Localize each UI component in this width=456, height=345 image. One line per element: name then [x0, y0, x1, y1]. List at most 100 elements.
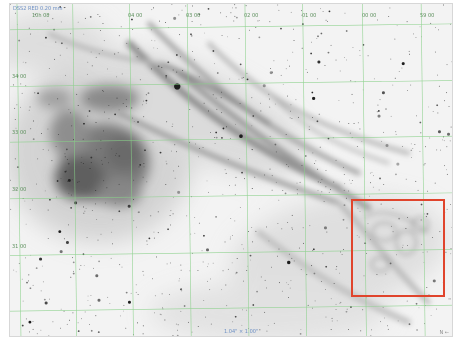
star	[28, 27, 30, 29]
star	[97, 239, 99, 241]
star	[95, 203, 96, 205]
star	[359, 55, 361, 57]
star	[370, 172, 371, 174]
star	[371, 329, 373, 331]
star	[251, 148, 253, 150]
star	[236, 258, 238, 259]
region-highlight-box[interactable]	[351, 199, 445, 297]
star	[267, 325, 269, 326]
star	[338, 272, 340, 274]
star	[308, 126, 310, 128]
star	[138, 166, 140, 168]
star	[384, 317, 385, 319]
star	[286, 59, 288, 61]
star	[264, 311, 266, 313]
star	[229, 78, 231, 80]
star	[260, 110, 262, 112]
star	[357, 207, 359, 209]
star	[207, 266, 209, 268]
star	[34, 92, 36, 94]
star	[137, 121, 139, 123]
star	[153, 7, 154, 9]
star	[32, 284, 34, 286]
star	[77, 105, 79, 107]
star	[95, 122, 97, 124]
star	[288, 65, 290, 67]
star	[358, 236, 360, 238]
star	[87, 295, 89, 297]
star	[316, 37, 318, 39]
star	[385, 109, 387, 110]
star	[449, 204, 451, 205]
star	[77, 181, 79, 183]
star	[258, 36, 261, 39]
star	[270, 68, 272, 69]
star	[108, 118, 110, 120]
star	[251, 227, 253, 229]
star	[181, 290, 183, 292]
star	[381, 140, 383, 142]
star	[115, 152, 117, 154]
star	[234, 220, 236, 222]
star	[176, 71, 178, 73]
star	[101, 50, 103, 51]
star	[309, 225, 311, 227]
sky-chart-viewport[interactable]: DSS2 RED 0.20 mm 10h 08 04 00 03 00 02 0…	[9, 3, 453, 337]
star	[180, 310, 182, 312]
star	[136, 56, 138, 58]
star	[291, 118, 293, 120]
star	[225, 172, 227, 174]
star	[125, 327, 127, 329]
star	[42, 149, 44, 150]
nebula-image	[10, 4, 452, 336]
star	[135, 291, 137, 293]
star	[145, 102, 147, 104]
star	[327, 51, 330, 54]
star	[47, 20, 49, 22]
star	[296, 182, 298, 184]
star	[165, 160, 167, 162]
star	[109, 303, 111, 304]
star	[193, 59, 195, 61]
star	[57, 134, 59, 136]
star	[243, 77, 244, 78]
star	[243, 178, 245, 180]
star	[150, 215, 152, 217]
star	[359, 128, 361, 130]
star	[24, 200, 26, 202]
star	[98, 53, 100, 55]
star	[22, 300, 24, 302]
star	[32, 320, 34, 322]
grid-label-top-5: 01 00	[302, 13, 317, 19]
star	[173, 16, 177, 20]
star	[143, 166, 145, 168]
star	[227, 268, 229, 270]
star	[222, 127, 225, 130]
star	[325, 186, 327, 188]
star	[154, 40, 156, 42]
star	[27, 280, 29, 282]
star	[233, 20, 235, 22]
star	[429, 137, 431, 139]
star	[392, 231, 394, 233]
star	[415, 180, 417, 182]
star	[145, 99, 148, 102]
star	[301, 14, 302, 16]
star	[179, 34, 181, 36]
grid-label-left-1: 34 00	[12, 74, 27, 80]
star	[350, 80, 352, 82]
star	[415, 37, 417, 38]
star	[132, 198, 134, 200]
star	[231, 262, 233, 264]
star	[86, 73, 88, 75]
star	[93, 267, 94, 269]
star	[212, 94, 214, 96]
star	[103, 130, 105, 132]
star	[443, 140, 445, 142]
star	[55, 146, 57, 147]
star	[87, 61, 89, 63]
star	[313, 272, 316, 275]
star	[316, 120, 319, 123]
star	[335, 309, 337, 311]
star	[292, 51, 294, 53]
